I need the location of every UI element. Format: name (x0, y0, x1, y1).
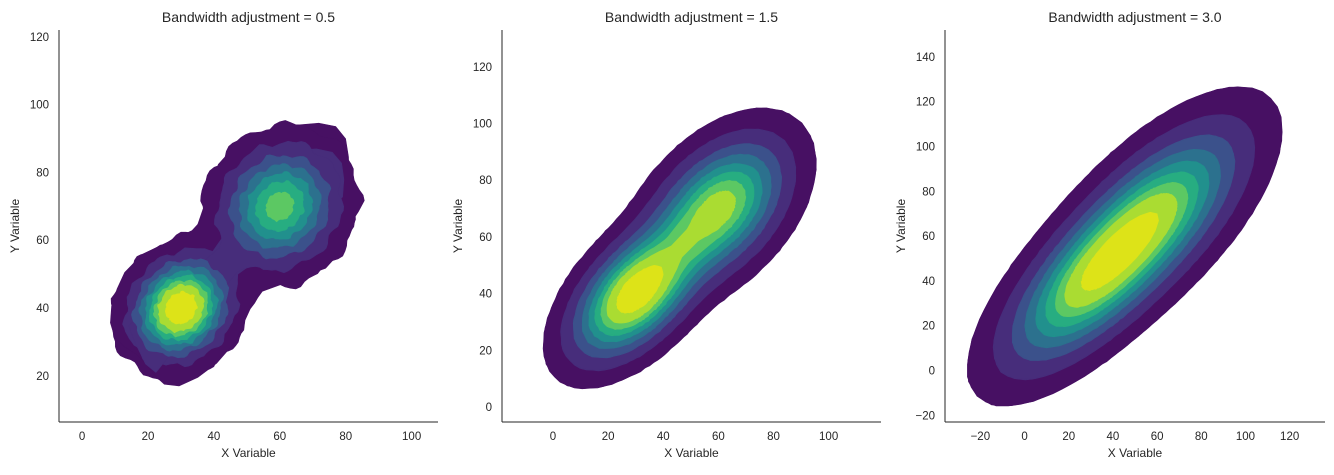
x-tick-label: 0 (1021, 431, 1027, 443)
x-tick-label: 20 (142, 431, 155, 443)
kde-panel-3: −20 0 20 40 60 80 100 120 −20 0 20 40 60 80 100 120 140 X… (894, 9, 1325, 460)
y-tick-label: 0 (929, 365, 935, 377)
contour-level-9-cluster-1 (1080, 211, 1159, 292)
x-tick-label: 100 (1236, 431, 1255, 443)
y-tick-label: 60 (36, 235, 49, 247)
x-tick-label: 100 (402, 431, 421, 443)
panel-title: Bandwidth adjustment = 1.5 (605, 9, 778, 25)
x-tick-label: 60 (273, 431, 286, 443)
y-axis-label: Y Variable (451, 199, 465, 254)
x-tick-label: 100 (819, 431, 838, 443)
contour-level-9-cluster-1 (616, 264, 664, 314)
contour-level-9-cluster-1 (164, 290, 198, 325)
panel-title: Bandwidth adjustment = 3.0 (1048, 9, 1221, 25)
x-tick-label: 0 (79, 431, 85, 443)
y-tick-label: 100 (30, 100, 49, 112)
x-tick-label: 20 (1062, 431, 1075, 443)
x-tick-label: 80 (339, 431, 352, 443)
y-tick-label: 120 (916, 97, 935, 109)
x-tick-label: 80 (767, 431, 780, 443)
x-tick-label: 120 (1280, 431, 1299, 443)
y-tick-label: 120 (30, 32, 49, 44)
y-tick-label: 0 (486, 402, 492, 414)
y-tick-label: 40 (922, 276, 935, 288)
x-tick-label: 40 (207, 431, 220, 443)
x-axis-label: X Variable (1108, 446, 1163, 460)
x-tick-label: 60 (712, 431, 725, 443)
y-tick-label: 80 (922, 186, 935, 198)
y-axis-label: Y Variable (8, 199, 22, 254)
y-tick-label: 60 (922, 231, 935, 243)
y-tick-label: 20 (36, 371, 49, 383)
x-tick-label: −20 (971, 431, 991, 443)
kde-panel-1: 0 20 40 60 80 100 20 40 60 80 100 120 X Variable Y Va… (8, 9, 438, 460)
y-tick-label: 140 (916, 52, 935, 64)
y-tick-label: 20 (922, 321, 935, 333)
y-tick-label: 100 (916, 141, 935, 153)
y-axis-label: Y Variable (894, 199, 908, 254)
x-tick-label: 60 (1151, 431, 1164, 443)
y-tick-label: 120 (473, 62, 492, 74)
x-tick-label: 40 (657, 431, 670, 443)
panel-title: Bandwidth adjustment = 0.5 (162, 9, 335, 25)
y-tick-label: 80 (479, 175, 492, 187)
y-tick-label: −20 (915, 410, 935, 422)
x-tick-label: 20 (602, 431, 615, 443)
y-tick-label: 60 (479, 232, 492, 244)
x-tick-label: 40 (1107, 431, 1120, 443)
y-tick-label: 40 (479, 289, 492, 301)
contour-level-7-cluster-2 (265, 191, 295, 223)
y-tick-label: 80 (36, 167, 49, 179)
x-tick-label: 80 (1195, 431, 1208, 443)
x-tick-label: 0 (550, 431, 556, 443)
y-tick-label: 40 (36, 303, 49, 315)
x-axis-label: X Variable (221, 446, 276, 460)
kde-panel-2: 0 20 40 60 80 100 0 20 40 60 80 100 120 X Variable Y V… (451, 9, 881, 460)
x-axis-label: X Variable (664, 446, 719, 460)
y-tick-label: 20 (479, 345, 492, 357)
y-tick-label: 100 (473, 119, 492, 131)
